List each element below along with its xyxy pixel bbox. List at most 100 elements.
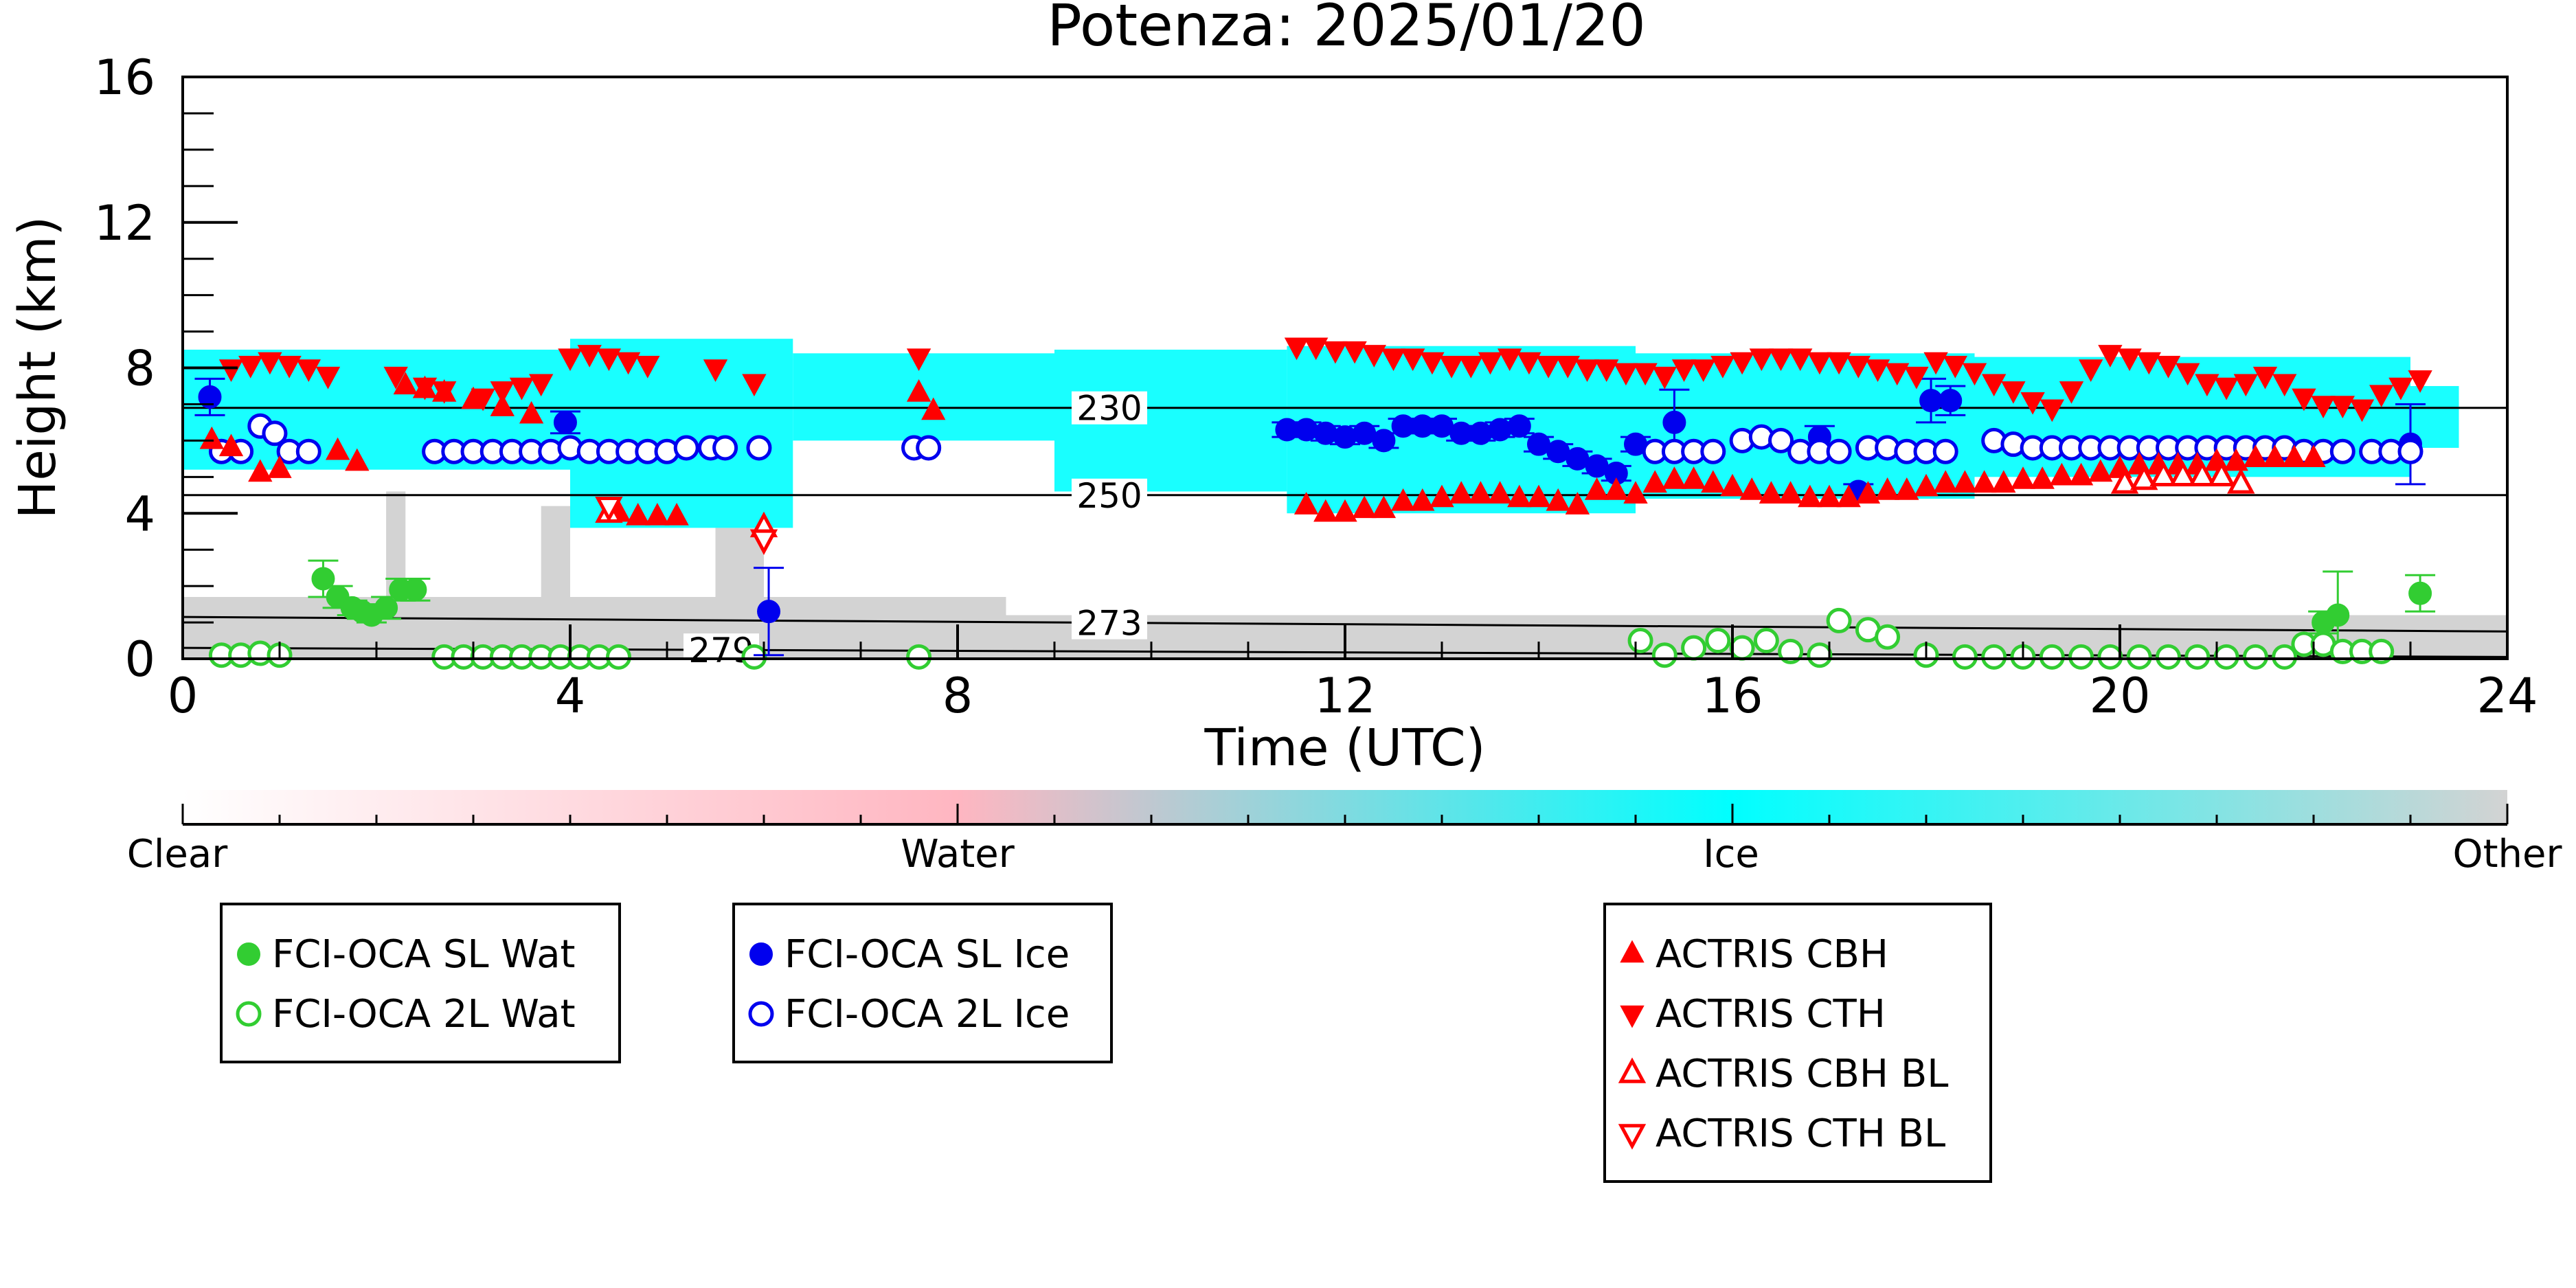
legend-marker [1618, 1124, 1647, 1150]
data-point [1313, 499, 1338, 522]
data-point [1885, 363, 1910, 386]
x-tick-label: 20 [2089, 668, 2150, 724]
data-point [1333, 425, 1357, 449]
data-point [2039, 644, 2065, 670]
isotherm-label: 273 [1076, 604, 1142, 644]
x-tick-label: 24 [2476, 668, 2538, 724]
legend-marker [749, 942, 773, 966]
data-point [2156, 644, 2181, 670]
isotherm-lines: 230 250 273 279 [182, 389, 2508, 670]
data-point [1313, 421, 1337, 445]
data-point [606, 644, 631, 670]
legend-water: FCI-OCA SL Wat FCI-OCA 2L Wat [220, 903, 621, 1063]
data-point [921, 397, 946, 420]
data-point [1952, 470, 1978, 493]
legend-marker-cth [1620, 1005, 1645, 1028]
series-actris-cth-bl [595, 496, 778, 555]
axes: 0 4 8 12 16 20 24 0 4 8 12 16 [94, 49, 2538, 724]
data-point [218, 359, 244, 383]
legend-marker-sl-wat [237, 942, 260, 966]
data-point [1333, 499, 1357, 522]
data-point [757, 600, 781, 624]
data-point [1507, 414, 1531, 438]
data-point [2408, 370, 2432, 393]
data-point [295, 438, 321, 464]
data-point [2227, 468, 2255, 494]
data-point [1381, 348, 1406, 372]
colorbar-label-clear: Clear [127, 832, 228, 877]
data-point [1981, 644, 2007, 670]
data-point [1875, 624, 1901, 650]
data-point [1517, 352, 1541, 375]
data-point [1865, 359, 1890, 383]
data-point [248, 459, 273, 482]
data-point [345, 448, 370, 471]
data-point [1904, 366, 1929, 389]
data-point [1536, 356, 1561, 379]
data-point [1614, 363, 1638, 386]
data-point [1623, 481, 1648, 504]
data-point [2049, 462, 2075, 486]
legend-label-2l-ice: FCI-OCA 2L Ice [784, 992, 1070, 1037]
legend-marker-cth-bl [1618, 1124, 1647, 1150]
data-point [1827, 352, 1851, 375]
data-point [432, 381, 457, 404]
data-point [916, 435, 942, 461]
data-point [1778, 638, 1804, 664]
data-point [1410, 488, 1435, 511]
series-fci-oca-sl-wat [308, 559, 2436, 660]
data-point [1555, 356, 1580, 379]
data-point [1991, 470, 2016, 493]
data-point [1565, 492, 1590, 515]
data-point [1468, 481, 1493, 504]
data-point [1933, 470, 1958, 493]
legend-label-cth: ACTRIS CTH [1656, 992, 1886, 1037]
data-point [1807, 642, 1833, 668]
data-point [1633, 363, 1658, 386]
data-point [1458, 356, 1483, 379]
legend-label-sl-ice: FCI-OCA SL Ice [784, 932, 1070, 977]
legend-actris: ACTRIS CBH ACTRIS CTH ACTRIS CBH BL ACTR… [1603, 903, 1992, 1183]
y-axis-label: Height (km) [8, 216, 67, 519]
data-point [1932, 438, 1958, 464]
legend-label-cbh-bl: ACTRIS CBH BL [1656, 1052, 1948, 1096]
data-point [742, 374, 767, 397]
data-point [1371, 495, 1397, 519]
data-point [1817, 484, 1842, 508]
data-point [198, 385, 222, 409]
data-point [258, 352, 282, 375]
data-point [1798, 484, 1822, 508]
data-point [1478, 352, 1503, 375]
data-point [1293, 492, 1319, 515]
data-point [393, 372, 418, 395]
data-point [277, 356, 302, 379]
data-point [1372, 429, 1396, 453]
data-point [1342, 341, 1367, 364]
legend-marker [236, 1001, 262, 1027]
x-axis-label: Time (UTC) [1204, 719, 1485, 778]
data-point [2030, 466, 2055, 489]
legend-box [220, 903, 621, 1063]
data-point [749, 529, 778, 555]
data-point [2110, 468, 2139, 494]
data-point [1720, 473, 1745, 497]
retrieval-markers [194, 337, 2436, 670]
data-point [1855, 481, 1881, 504]
data-point [2330, 396, 2355, 418]
data-point [1768, 348, 1794, 372]
classification-background [183, 339, 2507, 659]
data-point [746, 435, 772, 461]
y-tick-label: 4 [124, 486, 155, 542]
legend-marker-2l-wat [236, 1001, 262, 1027]
legend-box [1603, 903, 1992, 1183]
series-fci-oca-2l-wat [208, 607, 2395, 670]
data-point [2388, 377, 2413, 400]
colorbar-ticks [181, 804, 2509, 824]
data-point [2301, 444, 2326, 468]
data-point [490, 381, 515, 404]
data-point [1420, 352, 1445, 375]
data-point [2130, 464, 2158, 490]
legend-marker-cbh-bl [1618, 1057, 1647, 1083]
data-point [1749, 348, 1774, 372]
data-point [2292, 388, 2316, 411]
